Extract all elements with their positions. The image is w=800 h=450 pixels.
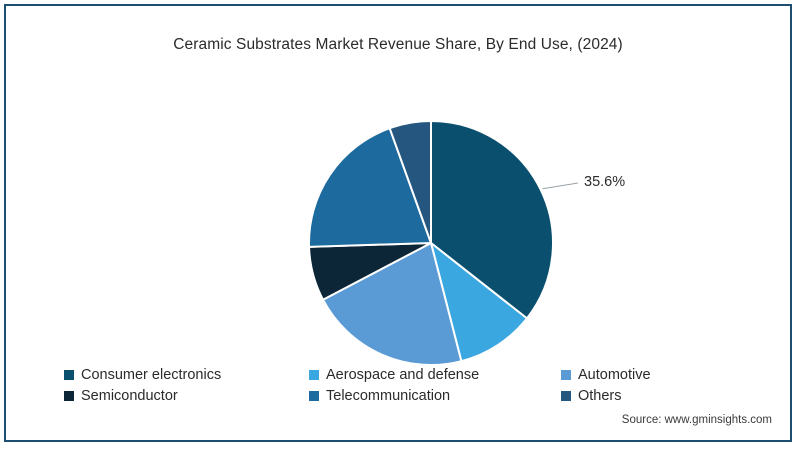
pie-slice-group (308, 119, 555, 366)
legend-swatch-icon (309, 390, 319, 401)
legend-item-others[interactable]: Others (561, 387, 740, 404)
legend-item-semiconductor[interactable]: Semiconductor (64, 387, 309, 404)
data-label-consumer-electronics: 35.6% (584, 174, 626, 190)
pie-slice[interactable] (308, 242, 432, 302)
legend-row: Semiconductor Telecommunication Others (64, 387, 740, 404)
legend-swatch-icon (64, 370, 74, 381)
legend-item-aerospace-and-defense[interactable]: Aerospace and defense (309, 368, 561, 383)
chart-legend: Consumer electronics Aerospace and defen… (64, 368, 740, 409)
pie-slice[interactable] (308, 126, 433, 248)
source-attribution: Source: www.gminsights.com (621, 414, 772, 426)
legend-item-consumer-electronics[interactable]: Consumer electronics (64, 368, 309, 383)
legend-swatch-icon (309, 370, 319, 381)
legend-item-label: Semiconductor (81, 387, 178, 404)
legend-swatch-icon (561, 370, 571, 381)
legend-item-label: Telecommunication (326, 387, 451, 404)
legend-row: Consumer electronics Aerospace and defen… (64, 368, 740, 383)
pie-slice[interactable] (388, 119, 432, 244)
pie-slice[interactable] (321, 241, 463, 366)
leader-line-group (542, 182, 579, 190)
legend-swatch-icon (64, 390, 74, 401)
legend-item-label: Others (578, 387, 622, 404)
page-title: Ceramic Substrates Market Revenue Share,… (173, 36, 623, 53)
leader-line (542, 182, 579, 190)
legend-item-label: Aerospace and defense (326, 367, 480, 383)
legend-item-label: Automotive (578, 367, 651, 383)
legend-item-label: Consumer electronics (81, 367, 222, 383)
legend-item-automotive[interactable]: Automotive (561, 368, 740, 383)
legend-swatch-icon (561, 390, 571, 401)
chart-card: Ceramic Substrates Market Revenue Share,… (4, 4, 792, 442)
pie-slice[interactable] (430, 119, 555, 320)
pie-slice[interactable] (429, 240, 529, 363)
legend-item-telecommunication[interactable]: Telecommunication (309, 387, 561, 404)
